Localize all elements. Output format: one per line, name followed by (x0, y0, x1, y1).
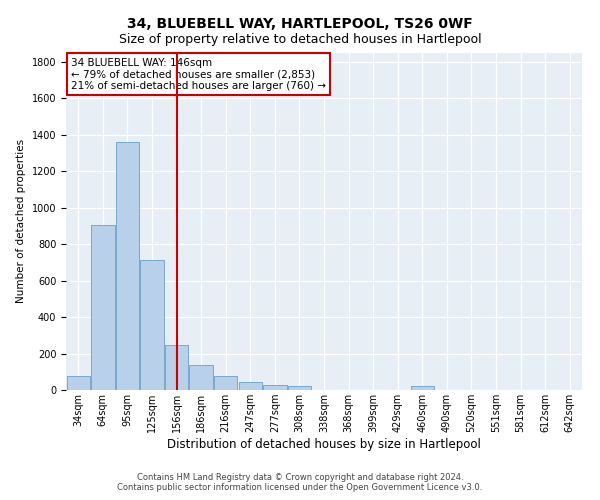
Y-axis label: Number of detached properties: Number of detached properties (16, 139, 26, 304)
Bar (140, 260, 164, 390)
Text: Size of property relative to detached houses in Hartlepool: Size of property relative to detached ho… (119, 32, 481, 46)
Bar (116, 142, 139, 390)
Bar (165, 346, 188, 390)
Text: 34 BLUEBELL WAY: 146sqm
← 79% of detached houses are smaller (2,853)
21% of semi: 34 BLUEBELL WAY: 146sqm ← 79% of detache… (71, 58, 326, 91)
Bar (67, 376, 90, 390)
Text: Contains HM Land Registry data © Crown copyright and database right 2024.
Contai: Contains HM Land Registry data © Crown c… (118, 473, 482, 492)
Bar (214, 376, 238, 390)
Bar (410, 386, 434, 390)
Bar (91, 225, 115, 390)
X-axis label: Distribution of detached houses by size in Hartlepool: Distribution of detached houses by size … (167, 438, 481, 451)
Bar (263, 384, 287, 390)
Text: 34, BLUEBELL WAY, HARTLEPOOL, TS26 0WF: 34, BLUEBELL WAY, HARTLEPOOL, TS26 0WF (127, 18, 473, 32)
Bar (239, 382, 262, 390)
Bar (288, 386, 311, 390)
Bar (190, 366, 213, 390)
